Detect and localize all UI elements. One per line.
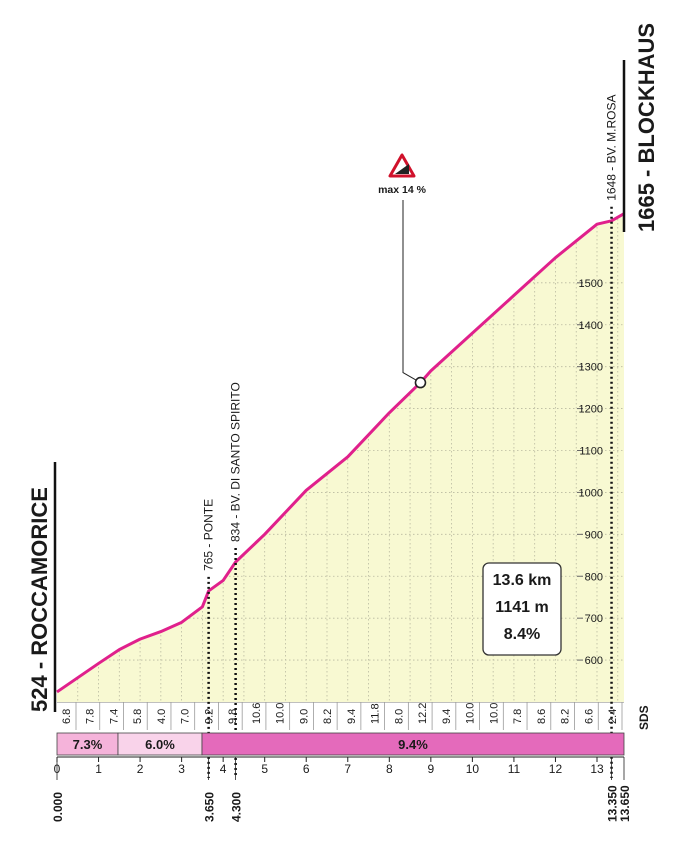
segment-gradient: 2.4 [607, 709, 619, 724]
x-tick-label: 2 [137, 762, 144, 776]
segment-gradient: 6.8 [61, 709, 73, 724]
segment-gradient: 8.0 [393, 709, 405, 724]
segment-gradient: 4.0 [156, 709, 168, 724]
y-tick-label: 1300 [579, 362, 603, 374]
brand: SDS [637, 705, 651, 730]
waypoint-label: 834 - BV. DI SANTO SPIRITO [229, 382, 243, 542]
segment-gradient: 7.4 [108, 709, 120, 724]
start-label: 524 - ROCCAMORICE [27, 487, 52, 712]
distance-label: 13.350 [606, 785, 620, 822]
gradient-band-label: 6.0% [145, 737, 175, 752]
y-tick-label: 1000 [579, 487, 603, 499]
segment-gradient: 8.2 [560, 709, 572, 724]
x-tick-label: 3 [178, 762, 185, 776]
segment-gradient: 7.0 [180, 709, 192, 724]
segment-gradient: 10.0 [275, 703, 287, 724]
x-tick-label: 4 [220, 762, 227, 776]
segment-gradient: 9.0 [298, 709, 310, 724]
segment-gradient: 8.6 [536, 709, 548, 724]
profile-area [57, 213, 624, 702]
segment-gradient: 9.2 [203, 709, 215, 724]
gradient-band [201, 732, 625, 756]
segment-gradient: 11.8 [370, 703, 382, 724]
x-tick-label: 9 [428, 762, 435, 776]
x-tick-label: 8 [386, 762, 393, 776]
x-tick-label: 7 [344, 762, 351, 776]
y-tick-label: 1200 [579, 404, 603, 416]
stat: 13.6 km [493, 572, 552, 589]
max-point [414, 376, 427, 389]
gradient-band-label: 7.3% [73, 737, 103, 752]
distance-label: 3.650 [203, 792, 217, 822]
segment-gradient: 8.2 [322, 709, 334, 724]
x-tick-label: 5 [261, 762, 268, 776]
segment-gradient: 10.6 [251, 703, 263, 724]
y-tick-label: 800 [585, 571, 603, 583]
x-tick-label: 1 [95, 762, 102, 776]
gradient-band-label: 9.4% [398, 737, 428, 752]
distance-label: 13.650 [618, 785, 632, 822]
segment-gradient: 10.0 [465, 703, 477, 724]
waypoint-label: 765 - PONTE [202, 499, 216, 571]
segment-gradient: 9.4 [441, 709, 453, 724]
waypoint-label: 1648 - BV. M.ROSA [605, 95, 619, 201]
segment-gradient: 7.8 [512, 709, 524, 724]
x-tick-label: 10 [466, 762, 480, 776]
y-tick-label: 1100 [579, 446, 603, 458]
profile-line [56, 212, 625, 694]
max-label: max 14 % [378, 184, 427, 196]
segment-gradient: 12.2 [417, 703, 429, 724]
distance-label: 4.300 [230, 792, 244, 822]
stat: 1141 m [495, 599, 548, 616]
warning-icon-slope [395, 164, 409, 174]
x-tick-label: 6 [303, 762, 310, 776]
y-tick-label: 1400 [579, 320, 603, 332]
segment-gradient: 10.0 [488, 703, 500, 724]
x-tick-label: 12 [549, 762, 563, 776]
stats-box [482, 562, 562, 656]
x-tick-label: 13 [590, 762, 604, 776]
segment-gradient: 9.4 [346, 709, 358, 724]
segment-gradient: 9.8 [227, 709, 239, 724]
distance-label: 0.000 [51, 792, 65, 822]
y-tick-label: 1500 [579, 278, 603, 290]
max-leader [402, 200, 421, 384]
y-tick-label: 700 [585, 613, 603, 625]
segment-gradient: 5.8 [132, 709, 144, 724]
x-tick-label: 11 [508, 762, 521, 776]
y-tick-label: 900 [585, 529, 603, 541]
segment-gradient: 6.6 [583, 709, 595, 724]
stat: 8.4% [504, 626, 540, 643]
segment-gradient: 7.8 [85, 709, 97, 724]
y-tick-label: 600 [585, 655, 603, 667]
end-label: 1665 - BLOCKHAUS [634, 23, 659, 232]
